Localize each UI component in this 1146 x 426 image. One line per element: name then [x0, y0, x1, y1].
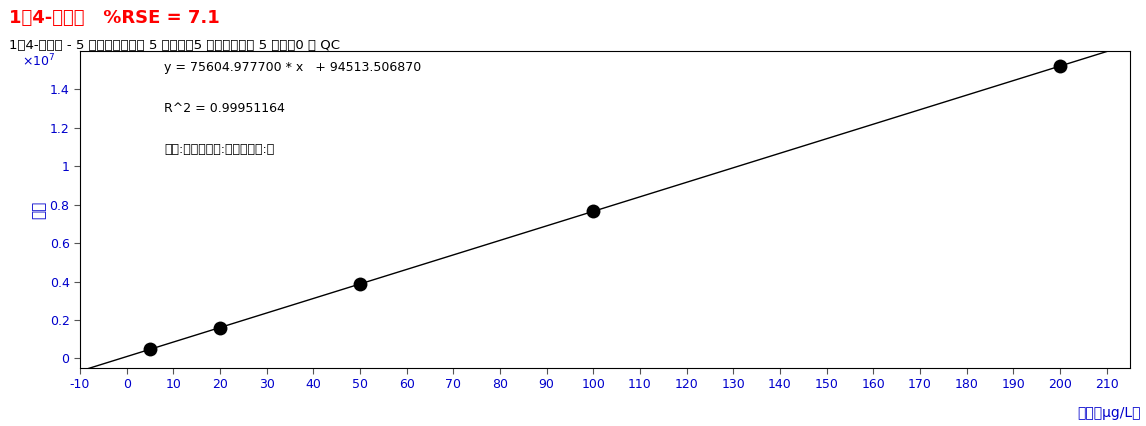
Text: 1，4-二氯苯   %RSE = 7.1: 1，4-二氯苯 %RSE = 7.1	[9, 9, 220, 27]
X-axis label: 浓度（μg/L）: 浓度（μg/L）	[1077, 406, 1140, 420]
Text: 1，4-二氯苯 - 5 个级别，使用了 5 个级别，5 个点，使用了 5 个点，0 个 QC: 1，4-二氯苯 - 5 个级别，使用了 5 个级别，5 个点，使用了 5 个点，…	[9, 39, 340, 52]
Text: y = 75604.977700 * x   + 94513.506870: y = 75604.977700 * x + 94513.506870	[164, 60, 422, 74]
Point	[141, 346, 159, 353]
Point	[351, 281, 369, 288]
Text: 类型:线性，原点:忽略，权重:无: 类型:线性，原点:忽略，权重:无	[164, 143, 274, 156]
Point	[1051, 63, 1069, 69]
Y-axis label: 响应: 响应	[32, 200, 47, 219]
Text: R^2 = 0.99951164: R^2 = 0.99951164	[164, 102, 285, 115]
Point	[211, 324, 229, 331]
Text: $\times10^7$: $\times10^7$	[22, 52, 56, 69]
Point	[584, 208, 603, 215]
